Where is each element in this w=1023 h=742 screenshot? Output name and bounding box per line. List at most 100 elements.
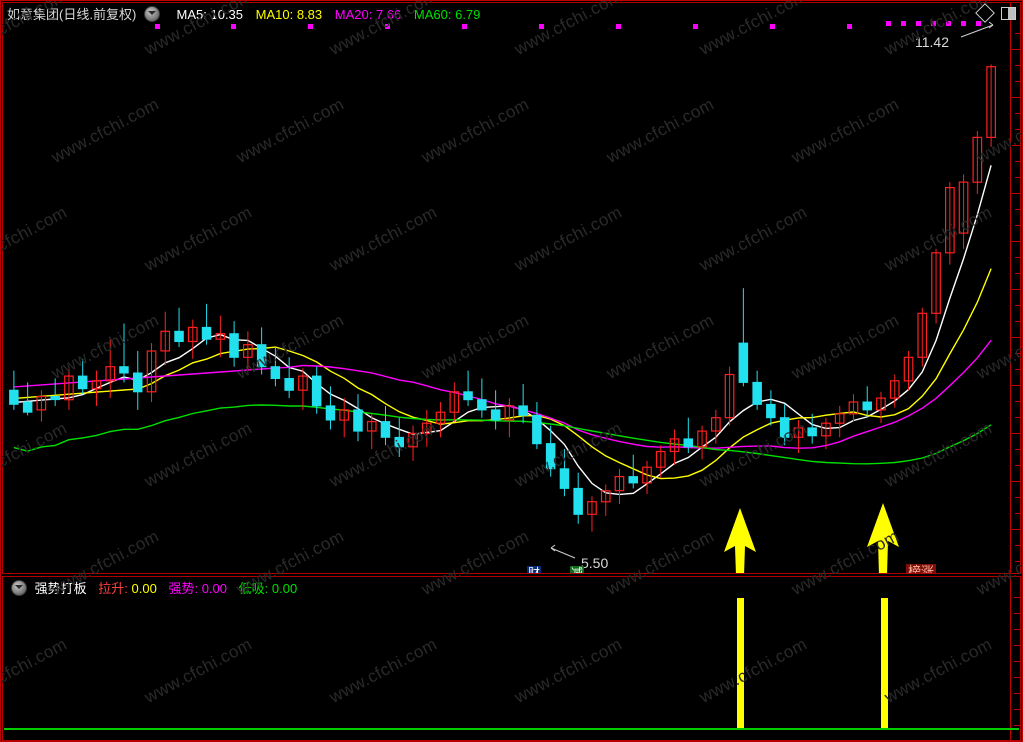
candle <box>573 472 583 524</box>
ma-line-ma60 <box>13 404 992 465</box>
rally-badge[interactable]: 榜涨 <box>906 564 937 573</box>
ma20-marker-dot <box>770 24 775 29</box>
candle <box>174 307 184 348</box>
candle <box>477 378 487 418</box>
candle <box>669 429 680 465</box>
candle <box>229 321 239 367</box>
candle <box>504 398 515 438</box>
candle <box>545 425 556 477</box>
ma20-marker-dot <box>231 24 236 29</box>
candle <box>807 413 817 444</box>
ma5-legend: MA5: 10.35 <box>176 7 244 22</box>
annotation-leader-line <box>960 24 994 38</box>
ma20-marker-dot <box>916 21 921 26</box>
candle <box>160 311 171 366</box>
ma20-marker-dot <box>931 21 936 26</box>
ma20-marker-dot <box>155 24 160 29</box>
candle <box>435 402 446 438</box>
ma20-marker-dot <box>616 24 621 29</box>
candle <box>339 398 349 438</box>
ma20-marker-dot <box>462 24 467 29</box>
indicator-baseline <box>4 728 1019 730</box>
candle <box>270 347 281 387</box>
candle <box>64 366 74 410</box>
candle <box>119 323 129 383</box>
candle <box>793 420 804 454</box>
annotation-arrow-head <box>988 21 994 29</box>
candle <box>683 417 693 454</box>
candle <box>628 454 638 489</box>
candle <box>655 445 666 479</box>
price-pane-header: 如意集团(日线.前复权) MA5: 10.35 MA10: 8.83 MA20:… <box>7 6 480 23</box>
finance-badge[interactable]: 财 <box>527 566 542 573</box>
candle <box>421 409 432 447</box>
chevron-down-circle-icon[interactable] <box>143 6 160 22</box>
candle <box>834 405 845 438</box>
ma60-legend: MA60: 6.79 <box>413 7 481 22</box>
ma10-legend: MA10: 8.83 <box>255 7 323 22</box>
candle <box>298 368 308 410</box>
ma20-marker-dot <box>961 21 966 26</box>
ma20-legend: MA20: 7.66 <box>334 7 402 22</box>
stock-title: 如意集团(日线.前复权) <box>7 7 137 22</box>
candle <box>614 468 625 505</box>
candle <box>325 386 336 430</box>
candle <box>105 339 116 399</box>
annotation-arrows <box>550 21 994 559</box>
candle <box>201 303 212 345</box>
candle <box>710 409 721 444</box>
ma-line-ma5 <box>13 165 992 496</box>
candle <box>91 370 102 406</box>
candle <box>187 319 198 359</box>
candle <box>9 370 19 410</box>
lashen-label: 拉升: <box>98 581 128 596</box>
diamond-icon[interactable] <box>975 3 995 23</box>
candle <box>559 449 570 497</box>
ma20-marker-dot <box>539 24 544 29</box>
candle <box>449 382 460 422</box>
chevron-down-circle-icon[interactable] <box>11 580 27 596</box>
price-label-low: 5.50 <box>581 555 609 571</box>
reduce-badge[interactable]: 减 <box>570 566 585 573</box>
candle <box>697 425 707 460</box>
candle <box>36 390 47 422</box>
candle <box>463 370 473 406</box>
ma20-marker-dot <box>901 21 906 26</box>
candle <box>766 390 776 426</box>
indicator-pane[interactable]: 强势打板 拉升: 0.00 强势: 0.00 低吸: 0.00 <box>2 576 1021 741</box>
candle <box>518 383 528 424</box>
lashen-value: 0.00 <box>131 581 157 596</box>
dixi-label: 低吸: <box>238 581 269 596</box>
candle <box>22 382 33 416</box>
indicator-axis-line <box>1010 577 1011 740</box>
annotation-leader-line <box>550 547 576 559</box>
candle <box>490 390 501 430</box>
buy-signal-arrows <box>724 503 899 573</box>
price-axis-line <box>1010 3 1011 573</box>
signal-bar-1 <box>737 598 744 728</box>
candle <box>889 374 900 408</box>
ma20-marker-dot <box>946 21 951 26</box>
candle <box>972 131 983 194</box>
ma20-marker-dot <box>308 24 313 29</box>
ma20-marker-dot <box>847 24 852 29</box>
ma-line-ma10 <box>13 268 992 480</box>
candle <box>903 350 914 391</box>
candle <box>256 327 267 375</box>
candle <box>133 350 143 410</box>
candle <box>724 366 735 426</box>
price-chart-pane[interactable]: 如意集团(日线.前复权) MA5: 10.35 MA10: 8.83 MA20:… <box>2 2 1021 574</box>
ma20-marker-dot <box>693 24 698 29</box>
pane-tool-icons[interactable] <box>975 3 1016 23</box>
candle <box>931 248 941 324</box>
annotation-arrow-head <box>550 544 556 552</box>
ma-line-ma20 <box>13 339 992 449</box>
split-box-icon[interactable] <box>1001 6 1016 20</box>
candle <box>986 64 997 147</box>
candle <box>408 425 418 461</box>
price-axis-ticks <box>1010 3 1020 573</box>
candle <box>532 402 542 450</box>
ma20-marker-dot <box>976 21 981 26</box>
candle <box>146 343 157 403</box>
